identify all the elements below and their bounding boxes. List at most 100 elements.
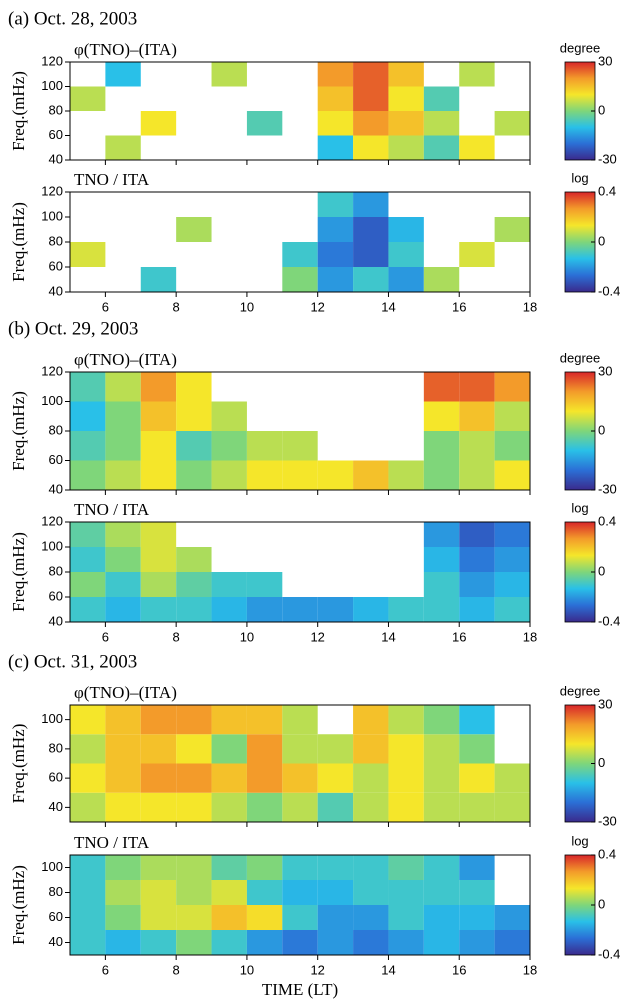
heatmap-cell <box>494 597 530 622</box>
heatmap-cell <box>70 401 106 431</box>
heatmap-cell <box>70 792 106 822</box>
heatmap-cell <box>246 905 283 930</box>
panel-title: (b) Oct. 29, 2003 <box>8 318 138 339</box>
heatmap-cell <box>246 111 283 136</box>
heatmap-cell <box>105 372 141 402</box>
heatmap-cell <box>494 372 530 402</box>
heatmap-cell <box>459 572 495 597</box>
x-tick-label: 12 <box>310 299 324 314</box>
heatmap-cell <box>423 855 460 880</box>
y-axis-label: Freq.(mHz) <box>9 71 28 151</box>
heatmap-cell <box>176 401 212 431</box>
heatmap-cell <box>423 86 460 111</box>
colorbar-tick-label: 30 <box>598 363 612 378</box>
heatmap-cell <box>105 547 141 572</box>
heatmap-cell <box>459 763 495 793</box>
heatmap-cell <box>459 597 495 622</box>
heatmap-cell <box>176 460 212 490</box>
y-tick-label: 40 <box>49 283 63 298</box>
x-axis-label: TIME (LT) <box>262 980 338 999</box>
heatmap-cell <box>140 705 177 735</box>
colorbar-label: degree <box>560 683 600 698</box>
heatmap-cell <box>246 930 283 955</box>
colorbar-tick-label: 30 <box>598 696 612 711</box>
heatmap-cell <box>211 460 247 490</box>
y-tick-label: 40 <box>49 934 63 949</box>
heatmap-cell <box>176 547 212 572</box>
heatmap-cell <box>353 192 389 217</box>
colorbar-tick-label: -0.4 <box>598 613 620 628</box>
heatmap-cell <box>70 572 106 597</box>
heatmap-cell <box>459 135 495 160</box>
heatmap-cell <box>459 460 495 490</box>
heatmap-cell <box>388 267 424 292</box>
y-tick-label: 100 <box>41 393 63 408</box>
heatmap-cell <box>246 460 283 490</box>
y-tick-label: 40 <box>49 481 63 496</box>
x-tick-label: 16 <box>452 299 466 314</box>
heatmap-cell <box>423 522 460 547</box>
heatmap-cell <box>70 431 106 461</box>
heatmap-cell <box>353 763 389 793</box>
x-tick-label: 18 <box>523 962 537 977</box>
y-tick-label: 100 <box>41 78 63 93</box>
x-tick-label: 8 <box>173 629 180 644</box>
y-tick-label: 60 <box>49 588 63 603</box>
heatmap-cell <box>105 135 141 160</box>
heatmap-cell <box>140 372 177 402</box>
heatmap-cell <box>140 572 177 597</box>
heatmap-cell <box>459 855 495 880</box>
heatmap-cell <box>176 431 212 461</box>
heatmap-cell <box>211 763 247 793</box>
colorbar-tick-label: -30 <box>598 151 617 166</box>
plot-frame <box>69 854 531 956</box>
heatmap-cell <box>423 572 460 597</box>
y-tick-label: 60 <box>49 909 63 924</box>
heatmap-cell <box>176 572 212 597</box>
y-tick-label: 100 <box>41 859 63 874</box>
y-tick-label: 40 <box>49 799 63 814</box>
chart-title: φ(TNO)–(ITA) <box>74 350 177 369</box>
heatmap-cell <box>105 572 141 597</box>
heatmap-cell <box>388 597 424 622</box>
heatmap-cell <box>140 880 177 905</box>
heatmap-cell <box>353 242 389 267</box>
heatmap-cell <box>282 734 318 764</box>
heatmap-cell <box>423 135 460 160</box>
colorbar-label: degree <box>560 40 600 55</box>
heatmap-cell <box>388 62 424 87</box>
heatmap-cell <box>140 431 177 461</box>
heatmap-cell <box>388 763 424 793</box>
y-tick-label: 80 <box>49 563 63 578</box>
heatmap-cell <box>317 267 354 292</box>
heatmap-cell <box>140 460 177 490</box>
heatmap-cell <box>494 522 530 547</box>
heatmap-cell <box>494 401 530 431</box>
heatmap-cell <box>388 855 424 880</box>
heatmap-cell <box>105 855 141 880</box>
colorbar-tick-label: -0.4 <box>598 283 620 298</box>
heatmap-cell <box>211 705 247 735</box>
colorbar-tick-label: -30 <box>598 813 617 828</box>
chart-title: φ(TNO)–(ITA) <box>74 683 177 702</box>
y-axis-label: Freq.(mHz) <box>9 865 28 945</box>
colorbar-tick-label: 0 <box>598 233 605 248</box>
colorbar <box>564 521 596 623</box>
colorbar <box>564 61 596 161</box>
x-tick-label: 12 <box>310 962 324 977</box>
x-tick-label: 16 <box>452 962 466 977</box>
heatmap-cell <box>423 431 460 461</box>
heatmap-cell <box>246 792 283 822</box>
heatmap-cell <box>246 763 283 793</box>
heatmap-cell <box>282 930 318 955</box>
x-tick-label: 10 <box>240 962 254 977</box>
heatmap-cell <box>353 267 389 292</box>
heatmap-cell <box>211 734 247 764</box>
heatmap-cell <box>317 111 354 136</box>
heatmap-cell <box>70 242 106 267</box>
y-axis-label: Freq.(mHz) <box>9 391 28 471</box>
y-tick-label: 80 <box>49 233 63 248</box>
heatmap-cell <box>211 855 247 880</box>
x-tick-label: 14 <box>381 299 395 314</box>
heatmap-cell <box>211 905 247 930</box>
